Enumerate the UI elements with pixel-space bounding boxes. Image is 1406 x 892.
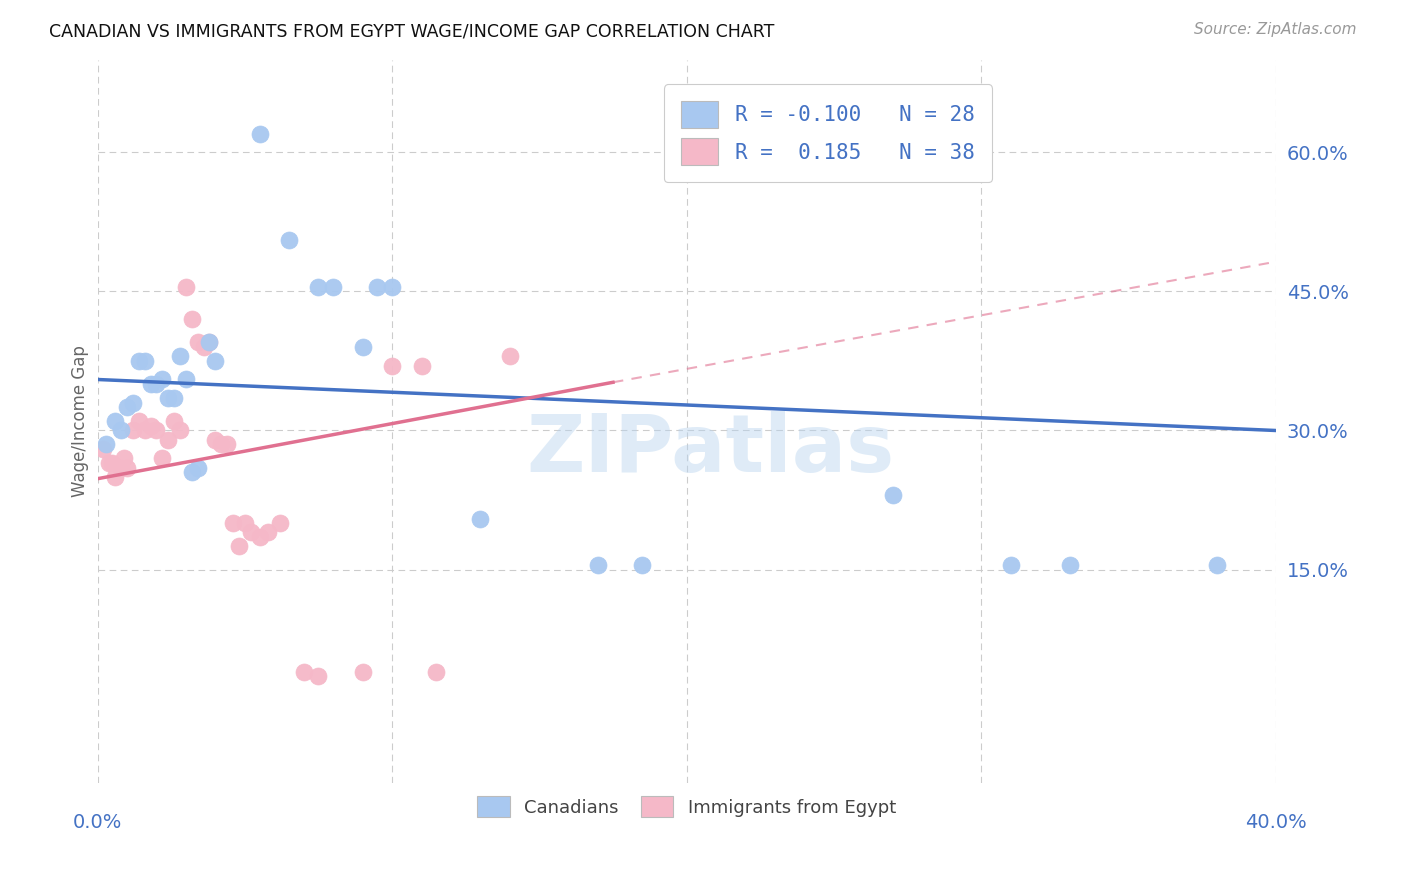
Point xyxy=(169,424,191,438)
Point xyxy=(228,540,250,554)
Point xyxy=(187,460,209,475)
Point xyxy=(150,451,173,466)
Point xyxy=(381,359,404,373)
Point xyxy=(269,516,291,531)
Point xyxy=(122,395,145,409)
Point xyxy=(1059,558,1081,572)
Point xyxy=(233,516,256,531)
Text: 40.0%: 40.0% xyxy=(1244,814,1306,832)
Point xyxy=(163,414,186,428)
Point xyxy=(249,127,271,141)
Point xyxy=(174,372,197,386)
Point xyxy=(128,354,150,368)
Text: 0.0%: 0.0% xyxy=(73,814,122,832)
Point xyxy=(411,359,433,373)
Point xyxy=(257,525,280,540)
Text: Source: ZipAtlas.com: Source: ZipAtlas.com xyxy=(1194,22,1357,37)
Point xyxy=(470,511,492,525)
Point xyxy=(249,530,271,544)
Point xyxy=(101,456,124,470)
Point xyxy=(209,437,232,451)
Point xyxy=(222,516,245,531)
Point xyxy=(292,665,315,679)
Point xyxy=(104,470,127,484)
Point xyxy=(115,460,138,475)
Point xyxy=(352,340,374,354)
Point xyxy=(352,665,374,679)
Point xyxy=(381,279,404,293)
Point xyxy=(110,424,132,438)
Point xyxy=(366,279,388,293)
Point xyxy=(204,354,226,368)
Point xyxy=(1000,558,1022,572)
Point xyxy=(150,372,173,386)
Point xyxy=(278,234,301,248)
Point xyxy=(134,424,156,438)
Point xyxy=(98,456,121,470)
Point xyxy=(128,414,150,428)
Point xyxy=(157,391,180,405)
Point xyxy=(122,424,145,438)
Point xyxy=(322,279,344,293)
Point xyxy=(134,354,156,368)
Point xyxy=(169,349,191,363)
Point xyxy=(180,312,202,326)
Legend: Canadians, Immigrants from Egypt: Canadians, Immigrants from Egypt xyxy=(470,789,903,824)
Point xyxy=(882,488,904,502)
Point xyxy=(308,669,330,683)
Point xyxy=(499,349,522,363)
Point xyxy=(193,340,215,354)
Point xyxy=(1205,558,1227,572)
Point xyxy=(104,414,127,428)
Point xyxy=(110,460,132,475)
Point xyxy=(115,401,138,415)
Point xyxy=(157,433,180,447)
Point xyxy=(588,558,610,572)
Point xyxy=(239,525,262,540)
Point xyxy=(139,418,162,433)
Text: CANADIAN VS IMMIGRANTS FROM EGYPT WAGE/INCOME GAP CORRELATION CHART: CANADIAN VS IMMIGRANTS FROM EGYPT WAGE/I… xyxy=(49,22,775,40)
Point xyxy=(145,424,167,438)
Point xyxy=(174,279,197,293)
Point xyxy=(204,433,226,447)
Point xyxy=(96,437,118,451)
Point xyxy=(631,558,654,572)
Point xyxy=(180,465,202,479)
Point xyxy=(217,437,239,451)
Point xyxy=(145,377,167,392)
Y-axis label: Wage/Income Gap: Wage/Income Gap xyxy=(72,345,89,497)
Text: ZIPatlas: ZIPatlas xyxy=(526,411,894,489)
Point xyxy=(93,442,115,456)
Point xyxy=(198,335,221,350)
Point xyxy=(187,335,209,350)
Point xyxy=(139,377,162,392)
Point xyxy=(308,279,330,293)
Point xyxy=(198,335,221,350)
Point xyxy=(163,391,186,405)
Point xyxy=(425,665,447,679)
Point xyxy=(112,451,135,466)
